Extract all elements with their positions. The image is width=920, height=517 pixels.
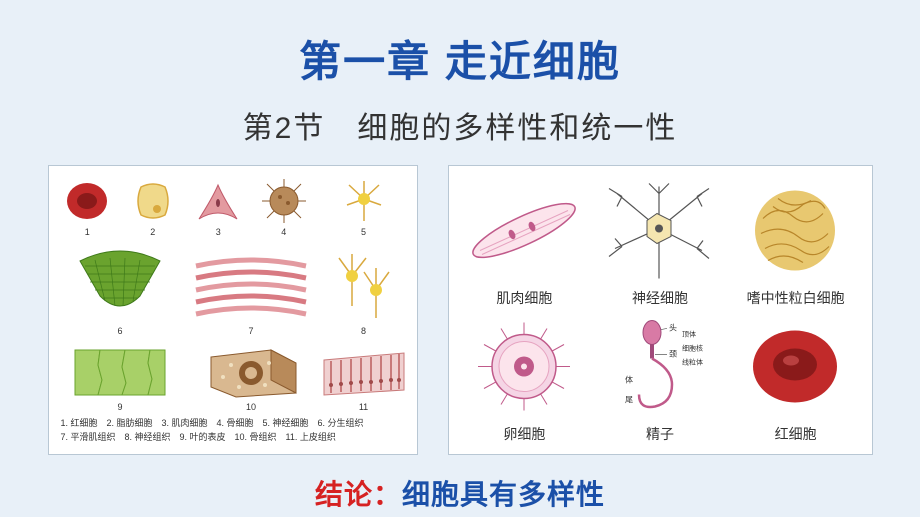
sperm-label-head: 头 xyxy=(669,323,677,333)
figures-row: 1 2 3 xyxy=(48,165,873,455)
right-neutrophil: 嗜中性粒白细胞 xyxy=(730,176,862,308)
sperm-label-neck: 颈 xyxy=(669,350,677,359)
egg-cell-icon xyxy=(462,312,587,422)
right-egg: 卵细胞 xyxy=(459,312,591,444)
neuron-yellow-icon xyxy=(339,177,389,225)
caption-line: 1. 红细胞 2. 脂肪细胞 3. 肌肉细胞 4. 骨细胞 5. 神经细胞 6.… xyxy=(61,417,405,431)
right-figure-panel: 肌肉细胞 神经细胞 xyxy=(448,165,873,455)
meristem-icon xyxy=(65,246,175,324)
cell-label: 嗜中性粒白细胞 xyxy=(747,288,845,308)
sperm-icon: 头 顶体 颈 体 尾 细胞核 线粒体 xyxy=(597,312,722,422)
neutrophil-icon xyxy=(733,176,858,286)
rbc-icon xyxy=(63,177,111,225)
right-sperm: 头 顶体 颈 体 尾 细胞核 线粒体 精子 xyxy=(594,312,726,444)
epithelium-icon xyxy=(319,345,409,400)
cell-label: 神经细胞 xyxy=(632,288,688,308)
cell-num: 6 xyxy=(117,326,122,336)
bone-tissue-icon xyxy=(201,345,301,400)
chapter-title: 第一章 走近细胞 xyxy=(299,28,621,89)
neuron-pair-icon xyxy=(334,246,394,324)
cell-rbc: 1 xyxy=(63,177,111,237)
left-grid: 1 2 3 xyxy=(57,174,409,415)
sperm-label-nucleus: 细胞核 xyxy=(682,344,703,353)
left-figure-panel: 1 2 3 xyxy=(48,165,418,455)
cell-bone: 4 xyxy=(260,177,308,237)
conclusion: 结论：细胞具有多样性 xyxy=(315,473,605,513)
cell-bone-tissue: 10 xyxy=(201,345,301,412)
cell-epithelium: 11 xyxy=(319,345,409,412)
cell-num: 8 xyxy=(361,326,366,336)
sperm-label-tail: 尾 xyxy=(625,396,633,405)
cell-num: 10 xyxy=(246,402,256,412)
muscle-spindle-icon xyxy=(193,177,243,225)
cell-smooth-muscle: 7 xyxy=(191,246,311,336)
right-redblood: 红细胞 xyxy=(730,312,862,444)
leaf-epidermis-icon xyxy=(70,345,170,400)
conclusion-label: 结论： xyxy=(315,479,402,510)
muscle-cell-icon xyxy=(462,176,587,286)
cell-meristem: 6 xyxy=(65,246,175,336)
bone-icon xyxy=(260,177,308,225)
cell-num: 3 xyxy=(216,227,221,237)
smooth-muscle-icon xyxy=(191,246,311,324)
cell-leaf-epidermis: 9 xyxy=(70,345,170,412)
sperm-label-acrosome: 顶体 xyxy=(682,330,696,339)
cell-num: 2 xyxy=(150,227,155,237)
cell-muscle: 3 xyxy=(193,177,243,237)
section-title: 第2节 细胞的多样性和统一性 xyxy=(243,103,678,147)
cell-neuron-pair: 8 xyxy=(334,246,394,336)
right-muscle: 肌肉细胞 xyxy=(459,176,591,308)
sperm-label-mito: 线粒体 xyxy=(682,358,703,367)
cell-num: 4 xyxy=(281,227,286,237)
cell-num: 5 xyxy=(361,227,366,237)
fat-icon xyxy=(129,177,177,225)
neuron-cell-icon xyxy=(597,176,722,286)
left-caption: 1. 红细胞 2. 脂肪细胞 3. 肌肉细胞 4. 骨细胞 5. 神经细胞 6.… xyxy=(57,415,409,446)
cell-neuron-yellow: 5 xyxy=(339,177,389,237)
cell-num: 11 xyxy=(359,402,368,412)
sperm-label-body: 体 xyxy=(625,375,633,385)
redblood-icon xyxy=(733,312,858,422)
right-neuron: 神经细胞 xyxy=(594,176,726,308)
cell-num: 1 xyxy=(85,227,90,237)
cell-fat: 2 xyxy=(129,177,177,237)
cell-label: 红细胞 xyxy=(775,424,817,444)
cell-label: 精子 xyxy=(646,424,674,444)
cell-label: 肌肉细胞 xyxy=(496,288,552,308)
cell-label: 卵细胞 xyxy=(503,424,545,444)
cell-num: 9 xyxy=(117,402,122,412)
caption-line: 7. 平滑肌组织 8. 神经组织 9. 叶的表皮 10. 骨组织 11. 上皮组… xyxy=(61,431,405,445)
slide: 第一章 走近细胞 第2节 细胞的多样性和统一性 1 xyxy=(0,0,920,517)
cell-num: 7 xyxy=(248,326,253,336)
conclusion-text: 细胞具有多样性 xyxy=(402,479,605,510)
